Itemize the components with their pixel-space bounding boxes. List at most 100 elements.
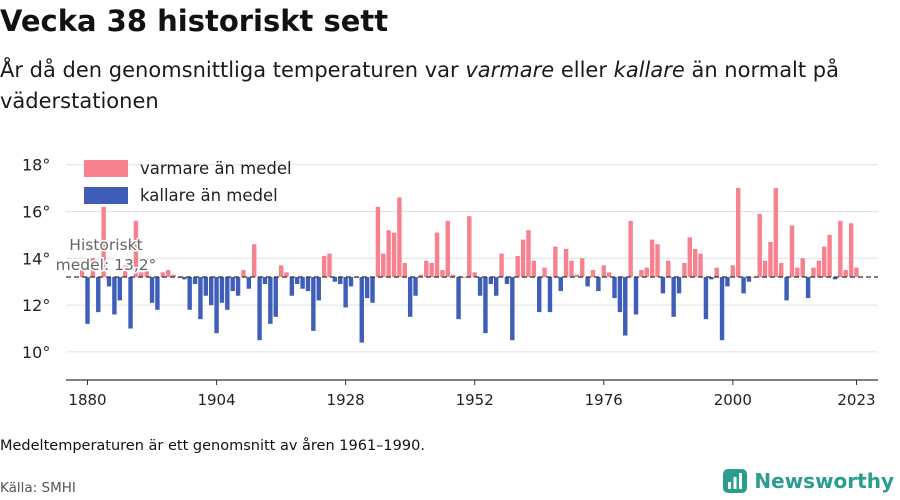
- warm-bar: [90, 258, 96, 278]
- warm-bar: [499, 253, 504, 278]
- cold-bar: [493, 277, 499, 296]
- warm-bar: [762, 260, 768, 278]
- warm-bar: [542, 267, 547, 278]
- cold-bar: [106, 277, 112, 287]
- warm-bar: [467, 216, 472, 278]
- warm-bar: [795, 267, 800, 278]
- reference-label: medel: 13,2°: [56, 256, 157, 274]
- warm-bar: [848, 223, 854, 278]
- cold-bar: [413, 277, 418, 296]
- y-tick-label: 16°: [22, 203, 50, 222]
- cold-bar: [332, 277, 338, 282]
- warm-bar: [800, 258, 805, 278]
- warm-bar: [461, 277, 467, 278]
- warm-bar: [666, 260, 671, 278]
- warm-bar: [757, 213, 762, 278]
- warm-bar: [133, 220, 139, 278]
- warm-bar: [402, 262, 407, 278]
- warm-bar: [768, 241, 773, 278]
- warm-bar: [692, 248, 698, 278]
- cold-bar: [741, 277, 746, 294]
- warm-bar: [472, 272, 477, 278]
- cold-bar: [295, 277, 300, 285]
- cold-bar: [488, 277, 494, 285]
- cold-bar: [364, 277, 370, 299]
- warm-bar: [687, 237, 692, 278]
- warm-bar: [682, 262, 687, 278]
- cold-bar: [660, 277, 666, 294]
- newsworthy-logo-icon: [723, 469, 748, 493]
- cold-bar: [257, 277, 262, 341]
- cold-bar: [208, 277, 214, 306]
- warm-bar: [789, 225, 795, 278]
- warm-bar: [553, 246, 558, 278]
- x-tick-label: 1952: [456, 391, 494, 409]
- warm-bar: [122, 265, 128, 278]
- x-tick-label: 1904: [197, 391, 235, 409]
- y-tick-label: 18°: [22, 156, 50, 175]
- legend-swatch: [84, 160, 128, 177]
- warm-bar: [773, 188, 779, 278]
- warm-bar: [375, 206, 381, 278]
- warm-bar: [811, 267, 816, 278]
- cold-bar: [832, 277, 838, 280]
- cold-bar: [370, 277, 375, 303]
- cold-bar: [219, 277, 225, 303]
- cold-bar: [112, 277, 117, 315]
- warm-bar: [434, 232, 440, 278]
- cold-bar: [585, 277, 590, 287]
- subtitle-part: än normalt på väderstationen: [0, 58, 839, 113]
- warm-bar: [526, 230, 531, 278]
- subtitle-warm-word: varmare: [465, 58, 555, 82]
- warm-bar: [397, 197, 402, 278]
- warm-bar: [838, 220, 843, 278]
- cold-bar: [407, 277, 413, 317]
- cold-bar: [623, 277, 628, 336]
- cold-bar: [192, 277, 198, 285]
- warm-bar: [440, 270, 445, 278]
- y-tick-label: 14°: [22, 249, 50, 268]
- warm-bar: [816, 260, 822, 278]
- cold-bar: [709, 277, 714, 280]
- x-tick-label: 1880: [68, 391, 106, 409]
- cold-bar: [96, 277, 101, 313]
- cold-bar: [187, 277, 192, 310]
- cold-bar: [155, 277, 160, 310]
- warm-bar: [531, 260, 537, 278]
- cold-bar: [359, 277, 364, 343]
- cold-bar: [558, 277, 563, 292]
- cold-bar: [273, 277, 278, 317]
- cold-bar: [235, 277, 241, 296]
- brand-name: Newsworthy: [754, 469, 894, 493]
- y-tick-label: 12°: [22, 296, 50, 315]
- cold-bar: [504, 277, 510, 285]
- cold-bar: [703, 277, 709, 320]
- warm-bar: [381, 253, 386, 278]
- cold-bar: [316, 277, 321, 301]
- cold-bar: [128, 277, 133, 329]
- cold-bar: [547, 277, 553, 313]
- warm-bar: [735, 188, 741, 278]
- cold-bar: [230, 277, 235, 292]
- source-label: Källa: SMHI: [0, 480, 76, 496]
- x-tick-label: 2023: [837, 391, 875, 409]
- warm-bar: [160, 272, 165, 278]
- cold-bar: [612, 277, 617, 299]
- warm-bar: [424, 260, 429, 278]
- warm-bar: [843, 270, 848, 278]
- warm-bar: [445, 220, 451, 278]
- cold-bar: [746, 277, 752, 282]
- chart-note: Medeltemperaturen är ett genomsnitt av å…: [0, 438, 425, 454]
- cold-bar: [225, 277, 230, 310]
- cold-bar: [311, 277, 316, 331]
- warm-bar: [321, 255, 327, 278]
- warm-bar: [278, 265, 284, 278]
- cold-bar: [477, 277, 483, 296]
- cold-bar: [305, 277, 311, 292]
- cold-bar: [85, 277, 90, 324]
- warm-bar: [327, 253, 332, 278]
- warm-bar: [429, 262, 434, 278]
- cold-bar: [262, 277, 268, 285]
- warm-bar: [854, 267, 859, 278]
- cold-bar: [633, 277, 639, 315]
